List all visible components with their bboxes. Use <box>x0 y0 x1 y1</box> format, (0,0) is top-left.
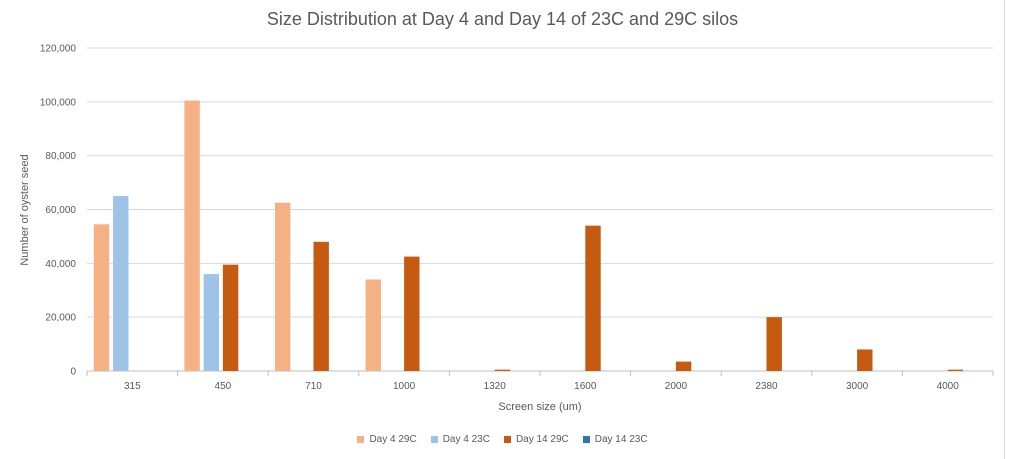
x-tick-label: 1600 <box>574 381 597 392</box>
legend-swatch <box>357 436 365 443</box>
legend-swatch <box>503 436 511 443</box>
bar <box>766 317 782 371</box>
bar <box>857 349 873 371</box>
legend-label: Day 4 29C <box>369 434 417 445</box>
y-tick-label: 0 <box>70 367 76 378</box>
bar <box>93 224 110 371</box>
y-tick-label: 80,000 <box>45 151 76 162</box>
bar <box>274 202 291 371</box>
y-tick-label: 20,000 <box>45 313 76 324</box>
bar <box>404 256 420 371</box>
bar <box>947 369 964 371</box>
x-tick-label: 2000 <box>665 381 688 392</box>
x-tick-label: 2380 <box>755 381 778 392</box>
chart-title: Size Distribution at Day 4 and Day 14 of… <box>266 9 739 29</box>
bar <box>113 196 129 371</box>
bar <box>675 361 692 371</box>
x-tick-label: 3000 <box>846 381 869 392</box>
legend-label: Day 4 23C <box>442 434 490 445</box>
y-tick-label: 120,000 <box>40 44 77 55</box>
y-tick-label: 60,000 <box>45 205 76 216</box>
bar <box>184 100 200 372</box>
x-tick-label: 4000 <box>937 381 960 392</box>
x-tick-label: 710 <box>305 381 322 392</box>
x-tick-label: 1320 <box>484 381 507 392</box>
bar <box>365 279 381 371</box>
chart-plot: 0 20,000 40,000 60,000 80,000 100,000 120,000 3… <box>40 44 994 392</box>
bar <box>585 225 601 371</box>
x-tick-label: 315 <box>124 381 141 392</box>
legend-item: Day 4 23C <box>430 434 490 445</box>
y-tick-label: 40,000 <box>45 259 76 270</box>
y-tick-label: 100,000 <box>40 97 77 108</box>
legend-swatch <box>430 436 438 443</box>
x-tick-label: 450 <box>215 381 232 392</box>
bar <box>203 274 220 371</box>
legend-item: Day 4 29C <box>357 434 417 445</box>
bar <box>313 241 329 371</box>
x-tick-label: 1000 <box>393 381 416 392</box>
legend-swatch <box>582 436 590 443</box>
bar <box>494 369 511 371</box>
x-axis-label: Screen size (um) <box>498 401 582 413</box>
chart-legend: Day 4 29C Day 4 23C Day 14 29C Day 14 23C <box>0 434 1005 445</box>
legend-label: Day 14 23C <box>594 434 648 445</box>
legend-item: Day 14 23C <box>582 434 648 445</box>
legend-label: Day 14 29C <box>515 434 569 445</box>
bar <box>222 264 239 371</box>
legend-item: Day 14 29C <box>503 434 569 445</box>
